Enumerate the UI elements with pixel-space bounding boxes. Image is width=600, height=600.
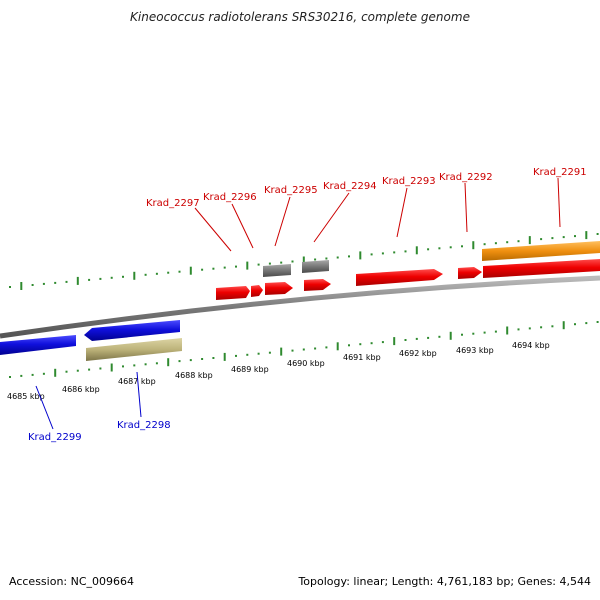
callout-line bbox=[464, 182, 468, 233]
scale-label: 4692 kbp bbox=[399, 349, 437, 358]
gene-label[interactable]: Krad_2296 bbox=[203, 192, 257, 203]
callout-line bbox=[35, 385, 54, 430]
gene-label[interactable]: Krad_2298 bbox=[117, 420, 171, 431]
gene-label[interactable]: Krad_2292 bbox=[439, 172, 493, 183]
gene-label[interactable]: Krad_2297 bbox=[146, 198, 200, 209]
gene-reverse[interactable] bbox=[84, 320, 180, 341]
gene-forward[interactable] bbox=[304, 279, 331, 291]
scale-label: 4689 kbp bbox=[231, 365, 269, 374]
callout-line bbox=[194, 207, 232, 252]
callout-line bbox=[274, 196, 291, 247]
gene-forward[interactable] bbox=[216, 286, 250, 300]
gene-label[interactable]: Krad_2299 bbox=[28, 432, 82, 443]
reverse-genes bbox=[0, 320, 180, 355]
gene-forward[interactable] bbox=[265, 282, 293, 295]
reverse-gene-labels: Krad_2299 Krad_2298 bbox=[28, 420, 171, 443]
forward-callouts bbox=[194, 177, 561, 252]
map-title: Kineococcus radiotolerans SRS30216, comp… bbox=[130, 10, 470, 24]
reverse-callouts bbox=[35, 371, 142, 430]
forward-genes bbox=[216, 259, 600, 300]
callout-line bbox=[313, 192, 350, 243]
scale-label: 4694 kbp bbox=[512, 341, 550, 350]
scale-label: 4688 kbp bbox=[175, 371, 213, 380]
forward-scale-ticks bbox=[9, 231, 599, 290]
scale-label: 4686 kbp bbox=[62, 385, 100, 394]
scale-label: 4690 kbp bbox=[287, 359, 325, 368]
scale-label: 4685 kbp bbox=[7, 392, 45, 401]
gene-khaki[interactable] bbox=[86, 338, 182, 361]
gene-reverse[interactable] bbox=[0, 335, 76, 355]
gene-label[interactable]: Krad_2293 bbox=[382, 176, 436, 187]
callout-line bbox=[231, 203, 254, 249]
scale-labels: 4685 kbp 4686 kbp 4687 kbp 4688 kbp 4689… bbox=[7, 341, 550, 401]
gene-gray[interactable] bbox=[302, 260, 329, 273]
accession-text: Accession: NC_009664 bbox=[9, 575, 135, 588]
gene-orange[interactable] bbox=[482, 241, 600, 261]
gene-label[interactable]: Krad_2295 bbox=[264, 185, 318, 196]
topology-summary: Topology: linear; Length: 4,761,183 bp; … bbox=[298, 575, 591, 588]
callout-line bbox=[557, 177, 561, 228]
callout-line bbox=[396, 187, 408, 238]
gene-label[interactable]: Krad_2294 bbox=[323, 181, 377, 192]
scale-label: 4687 kbp bbox=[118, 377, 156, 386]
gene-forward[interactable] bbox=[483, 259, 600, 278]
gene-forward[interactable] bbox=[251, 285, 263, 297]
gene-gray[interactable] bbox=[263, 264, 291, 277]
callout-line bbox=[136, 371, 142, 418]
gene-forward[interactable] bbox=[458, 267, 482, 279]
gene-label[interactable]: Krad_2291 bbox=[533, 167, 587, 178]
genome-backbone bbox=[0, 275, 600, 339]
scale-label: 4693 kbp bbox=[456, 346, 494, 355]
forward-gene-labels: Krad_2297 Krad_2296 Krad_2295 Krad_2294 … bbox=[146, 167, 587, 209]
scale-label: 4691 kbp bbox=[343, 353, 381, 362]
reverse-scale-ticks bbox=[9, 321, 599, 378]
gene-forward[interactable] bbox=[356, 269, 443, 286]
